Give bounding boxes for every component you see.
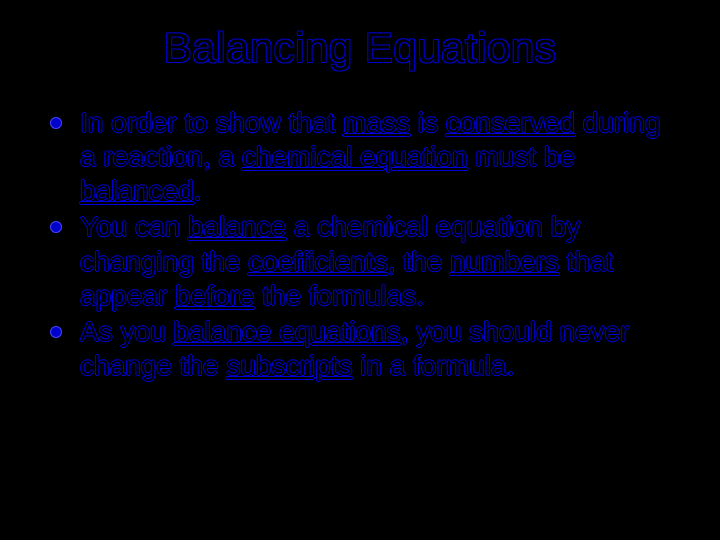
bullet-dot-icon (50, 117, 62, 129)
bullet-item: As you balance equations, you should nev… (46, 315, 680, 383)
title-text-front: Balancing Equations (164, 24, 556, 72)
bullet-dot-icon (50, 221, 62, 233)
bullet-item: In order to show that mass is conserved … (46, 106, 680, 208)
bullet-list: In order to show that mass is conserved … (40, 106, 680, 383)
slide-title: Balancing Equations Balancing Equations (40, 24, 680, 72)
bullet-text-front: You can balance a chemical equation by c… (80, 210, 680, 312)
bullet-dot-icon (50, 326, 62, 338)
bullet-item: You can balance a chemical equation by c… (46, 210, 680, 312)
bullet-text-front: As you balance equations, you should nev… (80, 315, 680, 383)
bullet-text-front: In order to show that mass is conserved … (80, 106, 680, 208)
